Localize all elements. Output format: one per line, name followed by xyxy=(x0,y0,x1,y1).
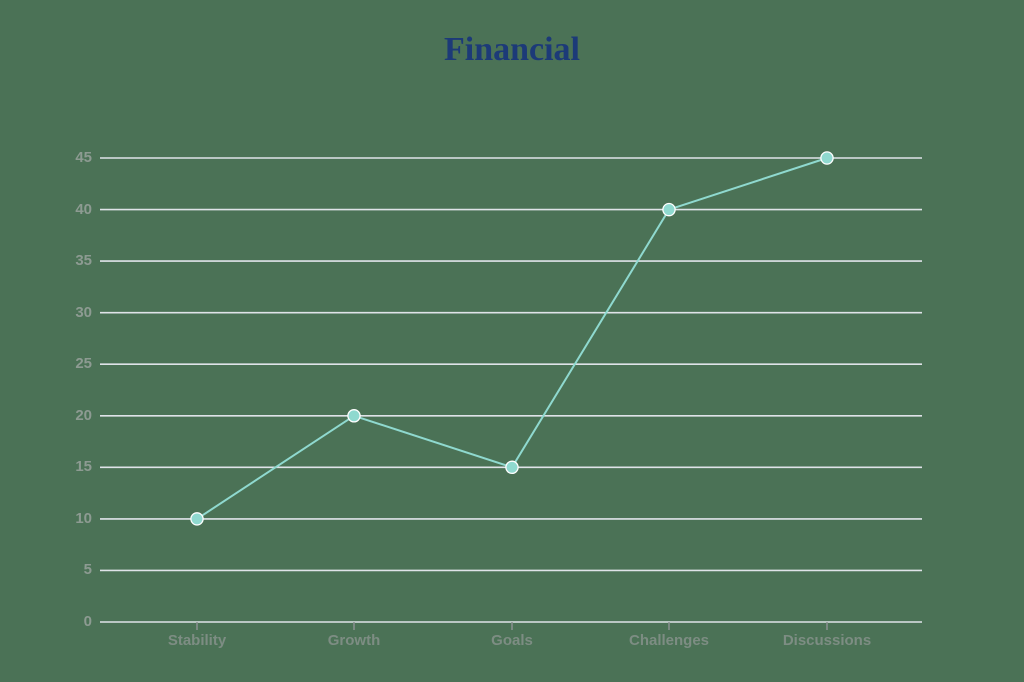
svg-text:40: 40 xyxy=(75,201,92,218)
svg-text:Goals: Goals xyxy=(491,632,533,649)
svg-text:25: 25 xyxy=(75,355,92,372)
svg-text:45: 45 xyxy=(75,149,92,166)
svg-text:0: 0 xyxy=(84,613,92,630)
svg-text:Growth: Growth xyxy=(328,632,381,649)
svg-text:Stability: Stability xyxy=(168,632,227,649)
svg-text:20: 20 xyxy=(75,407,92,424)
svg-text:5: 5 xyxy=(84,561,92,578)
svg-text:Challenges: Challenges xyxy=(629,632,709,649)
svg-text:10: 10 xyxy=(75,510,92,527)
svg-text:30: 30 xyxy=(75,304,92,321)
svg-text:35: 35 xyxy=(75,252,92,269)
svg-text:Discussions: Discussions xyxy=(783,632,871,649)
svg-text:15: 15 xyxy=(75,458,92,475)
